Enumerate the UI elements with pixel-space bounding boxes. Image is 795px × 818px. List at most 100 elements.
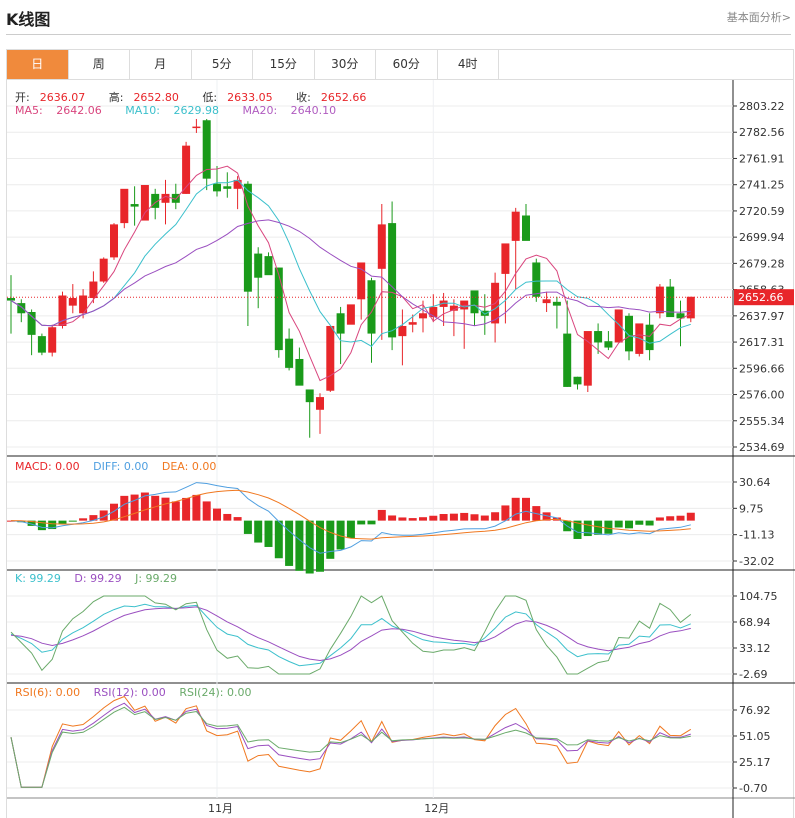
tab-4hour[interactable]: 4时: [438, 50, 499, 79]
macd-bar: [305, 520, 314, 574]
macd-bar: [285, 520, 294, 566]
y-tick-label: 2617.31: [739, 336, 785, 349]
macd-bar: [7, 520, 15, 522]
tab-5min[interactable]: 5分: [192, 50, 253, 79]
candle-body: [243, 183, 252, 292]
dea-line: [10, 489, 691, 540]
low-value: 2633.05: [227, 91, 273, 104]
ma20-value: 2640.10: [290, 104, 337, 117]
macd-bar: [48, 520, 57, 530]
macd-bar: [264, 520, 273, 547]
y-tick-label: 2576.00: [739, 389, 785, 402]
candle-body: [666, 286, 675, 318]
macd-bar: [666, 516, 675, 521]
tab-30min[interactable]: 30分: [315, 50, 376, 79]
candle-body: [140, 185, 149, 221]
macd-bar: [645, 520, 654, 526]
candle-body: [264, 256, 273, 276]
macd-bar: [357, 520, 366, 525]
macd-bar: [655, 517, 664, 521]
y-tick-label: 30.64: [739, 476, 771, 489]
macd-bar: [182, 497, 191, 521]
candle-body: [377, 224, 386, 269]
candle-body: [346, 304, 355, 325]
page-title: K线图: [6, 10, 51, 29]
fundamental-analysis-link[interactable]: 基本面分析>: [726, 11, 791, 24]
rsi-legend: RSI(6): 0.00 RSI(12): 0.00 RSI(24): 0.00: [15, 686, 261, 699]
macd-bar: [377, 509, 386, 521]
candle-body: [285, 338, 294, 368]
y-tick-label: 2803.22: [739, 100, 785, 113]
candle-body: [676, 313, 685, 319]
macd-legend: MACD: 0.00 DIFF: 0.00 DEA: 0.00: [15, 460, 226, 473]
macd-bar: [58, 520, 67, 524]
candle-body: [583, 331, 592, 386]
candle-body: [625, 315, 633, 352]
y-tick-label: 104.75: [739, 590, 778, 603]
k-value: K: 99.29: [15, 572, 61, 585]
current-price-badge: [734, 289, 794, 306]
y-tick-label: 76.92: [739, 704, 771, 717]
macd-bar: [110, 503, 118, 521]
tab-60min[interactable]: 60分: [376, 50, 438, 79]
tab-day[interactable]: 日: [7, 50, 69, 79]
candle-body: [295, 358, 304, 386]
y-tick-label: -0.70: [739, 782, 767, 795]
macd-bar: [388, 515, 397, 521]
dea-value: DEA: 0.00: [161, 460, 217, 473]
candle-body: [68, 298, 77, 306]
candle-body: [37, 336, 46, 353]
chart-area[interactable]: 2803.22 2782.56 2761.91 2741.25 2720.59 2699.…: [6, 80, 795, 818]
macd-bar: [686, 512, 695, 521]
macd-bar: [542, 512, 551, 521]
candle-body: [449, 305, 458, 311]
macd-bar: [171, 501, 180, 521]
d-line: [10, 606, 691, 662]
candle-body: [213, 183, 221, 192]
macd-bar: [192, 494, 201, 521]
y-tick-label: 2679.28: [739, 257, 785, 270]
macd-bar: [419, 517, 427, 521]
candle-body: [522, 215, 530, 241]
y-tick-label: 2782.56: [739, 126, 785, 139]
rsi12-value: RSI(12): 0.00: [93, 686, 166, 699]
candle-body: [336, 313, 345, 334]
candle-body: [326, 325, 335, 391]
open-value: 2636.07: [39, 91, 86, 104]
candle-body: [439, 300, 448, 307]
candle-body: [89, 281, 98, 299]
macd-bar: [233, 517, 242, 521]
candle-body: [594, 331, 603, 343]
tab-month[interactable]: 月: [130, 50, 192, 79]
candle-body: [161, 193, 170, 203]
d-value: D: 99.29: [74, 572, 122, 585]
y-tick-label: 2534.69: [739, 441, 785, 454]
ma5-value: 2642.06: [56, 104, 102, 117]
y-tick-label: 2555.34: [739, 415, 785, 428]
macd-bar: [295, 520, 304, 571]
y-tick-label: 68.94: [739, 616, 771, 629]
candle-body: [408, 322, 417, 325]
y-tick-label: 25.17: [739, 756, 771, 769]
candle-body: [130, 204, 139, 207]
ma10-value: 2629.98: [173, 104, 219, 117]
candle-body: [655, 286, 664, 314]
y-tick-label: -2.69: [739, 668, 767, 681]
macd-bar: [316, 520, 324, 572]
kline-chart-svg[interactable]: 2803.22 2782.56 2761.91 2741.25 2720.59 2699.…: [7, 80, 795, 818]
macd-bar: [37, 520, 46, 531]
tab-week[interactable]: 周: [69, 50, 130, 79]
candle-body: [429, 306, 438, 318]
macd-bar: [151, 495, 160, 521]
tab-15min[interactable]: 15分: [253, 50, 315, 79]
macd-bar: [274, 520, 283, 559]
candle-body: [192, 126, 201, 129]
candle-body: [7, 298, 15, 301]
macd-bar: [68, 520, 77, 522]
x-axis-label: 11月: [208, 802, 233, 815]
macd-bar: [625, 520, 633, 529]
y-tick-label: 33.12: [739, 642, 771, 655]
candle-body: [305, 389, 314, 403]
y-tick-label: 2699.94: [739, 231, 785, 244]
rsi24-value: RSI(24): 0.00: [179, 686, 252, 699]
